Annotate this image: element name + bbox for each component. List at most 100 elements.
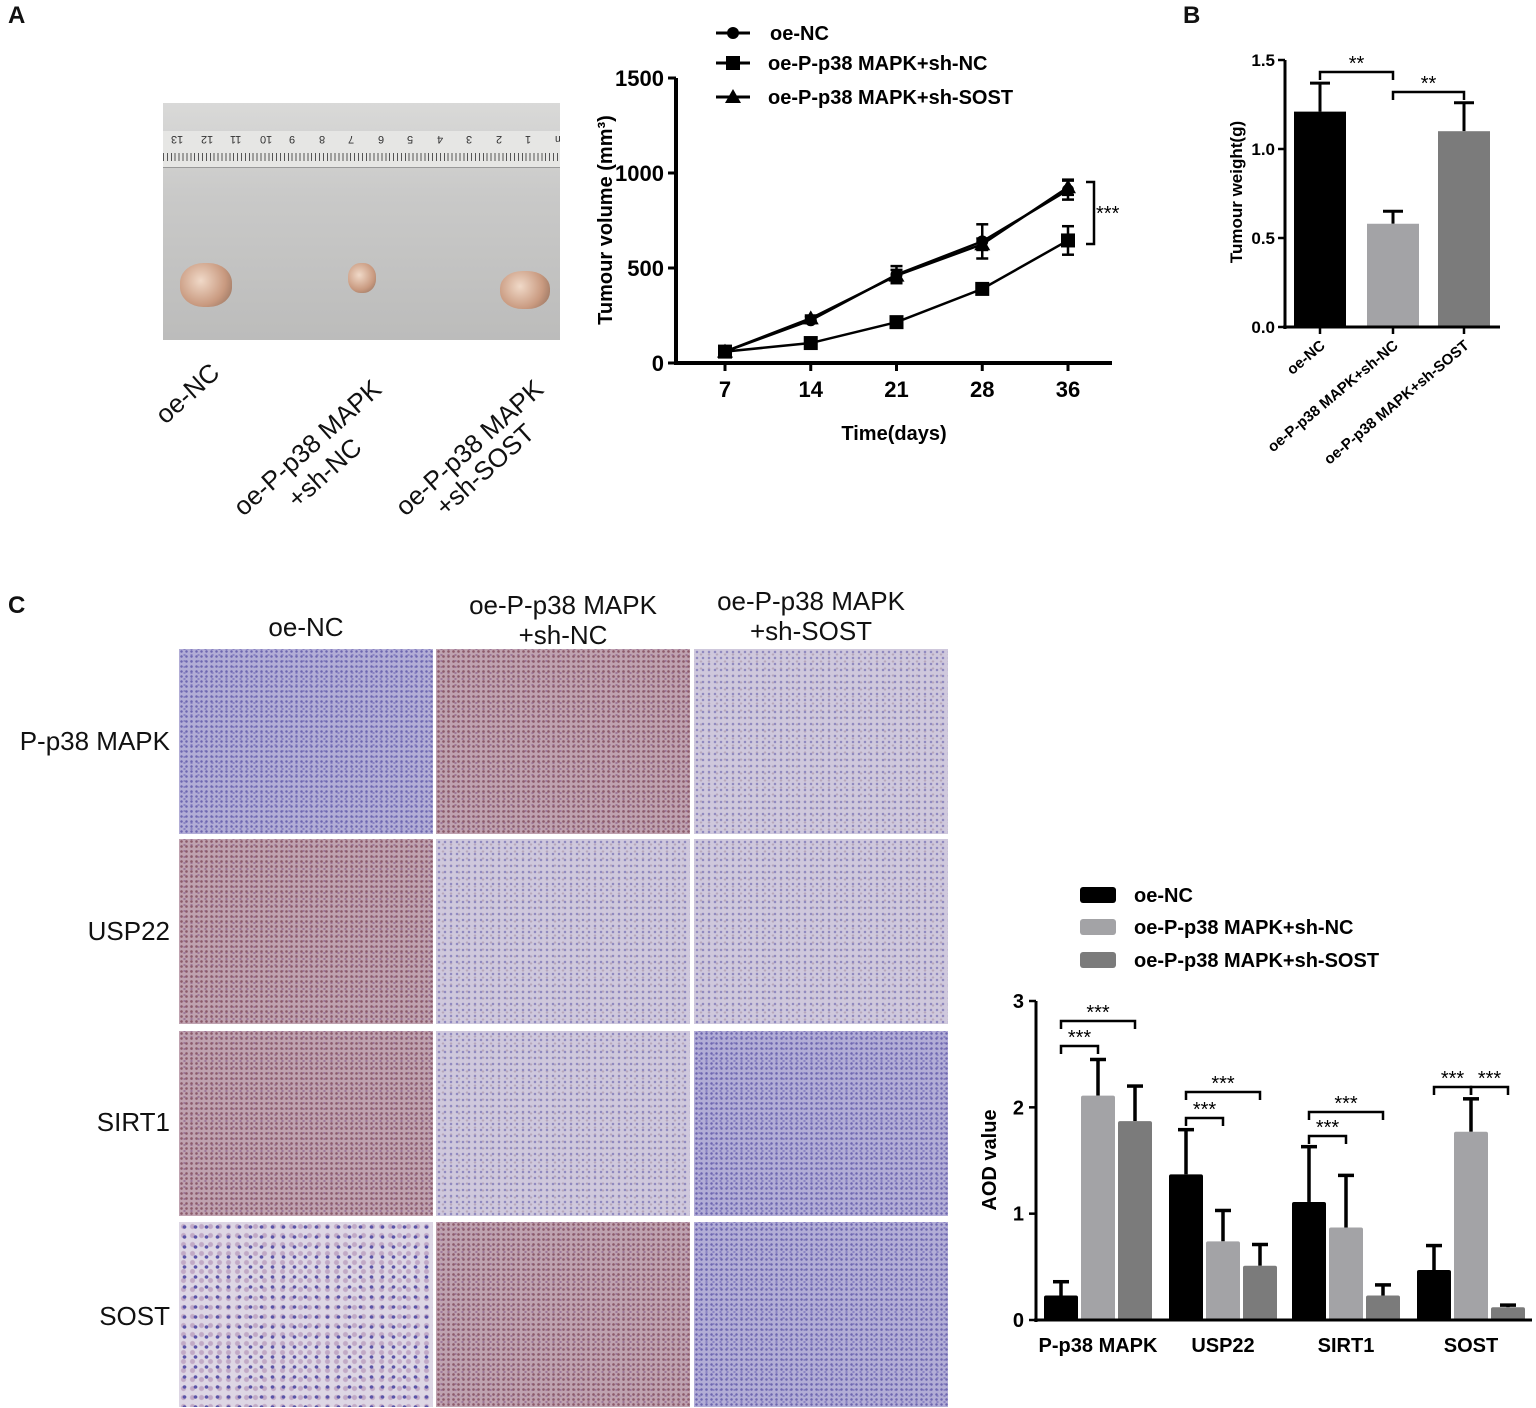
significance-bracket (1059, 1019, 1137, 1029)
bar-2-2 (1366, 1295, 1400, 1320)
significance-bracket (1059, 1044, 1100, 1054)
bar-2 (1438, 131, 1490, 327)
y-tick-label: 2 (1013, 1097, 1024, 1119)
ihc-image-usp22-sh-nc (436, 839, 690, 1024)
bar-1-2 (1329, 1227, 1363, 1320)
x-tick-label: oe-P-p38 MAPK+sh-SOST (1321, 337, 1473, 468)
y-axis-title: Tumour volume (mm³) (595, 115, 617, 325)
y-tick-label: 0 (1013, 1310, 1024, 1332)
significance-bracket (1307, 1110, 1385, 1120)
bar-0-3 (1417, 1270, 1451, 1320)
ihc-column-header-text: oe-NC (268, 612, 344, 642)
ihc-column-header-line2: +sh-SOST (749, 616, 873, 646)
x-tick-label: 21 (884, 377, 908, 402)
significance-label: *** (1193, 1099, 1217, 1121)
bar-0-1 (1169, 1174, 1203, 1320)
data-point (802, 310, 819, 325)
legend-marker (726, 56, 740, 70)
ihc-image-sost-sh-nc (436, 1222, 690, 1407)
ihc-column-header-sh-sost: oe-P-p38 MAPK +sh-SOST (684, 586, 938, 646)
data-point (889, 315, 904, 330)
y-tick-label: 1.5 (1251, 51, 1275, 70)
legend-swatch (1080, 919, 1116, 935)
y-tick-label: 0.0 (1251, 318, 1275, 337)
y-tick-label: 1.0 (1251, 140, 1275, 159)
data-point (1060, 179, 1076, 194)
bar-2-1 (1243, 1265, 1277, 1320)
tumour-sh-nc (348, 263, 376, 293)
data-point (975, 281, 990, 296)
ruler: 13121110987654321cm (163, 131, 560, 168)
ihc-image-sirt1-sh-sost (694, 1031, 948, 1216)
y-tick-label: 0 (652, 351, 664, 376)
ihc-column-header-oe-nc: oe-NC (179, 612, 433, 642)
ihc-row-header-sirt1: SIRT1 (96, 1107, 170, 1137)
significance-bracket (1307, 1134, 1348, 1144)
significance-bracket (1086, 180, 1096, 246)
legend-marker (727, 27, 739, 39)
bar-1-0 (1081, 1095, 1115, 1320)
significance-bracket (1184, 1116, 1225, 1126)
legend-label: oe-P-p38 MAPK+sh-SOST (1134, 950, 1379, 972)
data-point (974, 236, 991, 251)
ihc-column-header-sh-nc: oe-P-p38 MAPK +sh-NC (436, 590, 690, 650)
x-tick-label: P-p38 MAPK (1039, 1335, 1158, 1357)
tumour-oe-nc (180, 263, 232, 307)
ihc-image-sost-oe-nc (179, 1222, 433, 1407)
y-tick-label: 3 (1013, 991, 1024, 1013)
ihc-image-sost-sh-sost (694, 1222, 948, 1407)
ihc-image-p-p38-sh-nc (436, 649, 690, 834)
ihc-image-sirt1-sh-nc (436, 1031, 690, 1216)
y-tick-label: 1000 (615, 161, 664, 186)
significance-label: ** (1349, 53, 1365, 75)
ihc-image-sirt1-oe-nc (179, 1031, 433, 1216)
legend-label: oe-NC (1134, 885, 1193, 907)
data-point (717, 343, 733, 358)
legend-marker (725, 89, 741, 103)
ihc-column-header-line1: oe-P-p38 MAPK (469, 590, 657, 620)
significance-bracket (1184, 1090, 1262, 1100)
tumour-sh-sost (500, 271, 550, 309)
significance-label: *** (1096, 203, 1120, 225)
tumour-photo: 13121110987654321cm (163, 103, 560, 340)
y-tick-label: 1500 (615, 66, 664, 91)
x-tick-label: oe-P-p38 MAPK+sh-NC (1265, 337, 1402, 456)
significance-label: *** (1316, 1117, 1340, 1139)
x-tick-label: 28 (970, 377, 994, 402)
ihc-column-header-line2: +sh-NC (518, 620, 608, 650)
bar-0-0 (1044, 1295, 1078, 1320)
x-tick-label: 36 (1056, 377, 1080, 402)
legend-label: oe-P-p38 MAPK+sh-NC (768, 53, 987, 75)
panel-letter-a: A (8, 2, 26, 29)
y-tick-label: 500 (627, 256, 664, 281)
x-axis-title: Time(days) (841, 423, 946, 445)
data-point (803, 336, 818, 351)
y-axis-title: AOD value (979, 1109, 1001, 1210)
bar-0-2 (1292, 1201, 1326, 1320)
significance-label: *** (1441, 1068, 1465, 1090)
significance-bracket (1391, 90, 1466, 100)
x-tick-label: 7 (719, 377, 731, 402)
bar-2-0 (1118, 1121, 1152, 1320)
significance-label: ** (1421, 73, 1437, 95)
x-tick-label: USP22 (1191, 1335, 1254, 1357)
significance-bracket (1469, 1085, 1510, 1095)
y-axis-title: Tumour weight(g) (1227, 121, 1246, 263)
significance-label: *** (1478, 1068, 1502, 1090)
panel-letter-b: B (1183, 2, 1201, 29)
panel-letter-c: C (8, 592, 26, 619)
y-tick-label: 0.5 (1251, 229, 1275, 248)
x-tick-label: 14 (799, 377, 824, 402)
bar-1 (1367, 223, 1419, 327)
ihc-image-p-p38-oe-nc (179, 649, 433, 834)
significance-bracket (1318, 70, 1395, 80)
bar-1-1 (1206, 1241, 1240, 1320)
series-line-1 (724, 239, 1069, 353)
legend-label: oe-P-p38 MAPK+sh-SOST (768, 87, 1013, 109)
legend-label: oe-P-p38 MAPK+sh-NC (1134, 917, 1353, 939)
ihc-image-usp22-oe-nc (179, 839, 433, 1024)
significance-label: *** (1086, 1002, 1110, 1024)
significance-label: *** (1211, 1073, 1235, 1095)
ihc-row-header-p-p38: P-p38 MAPK (19, 726, 170, 756)
